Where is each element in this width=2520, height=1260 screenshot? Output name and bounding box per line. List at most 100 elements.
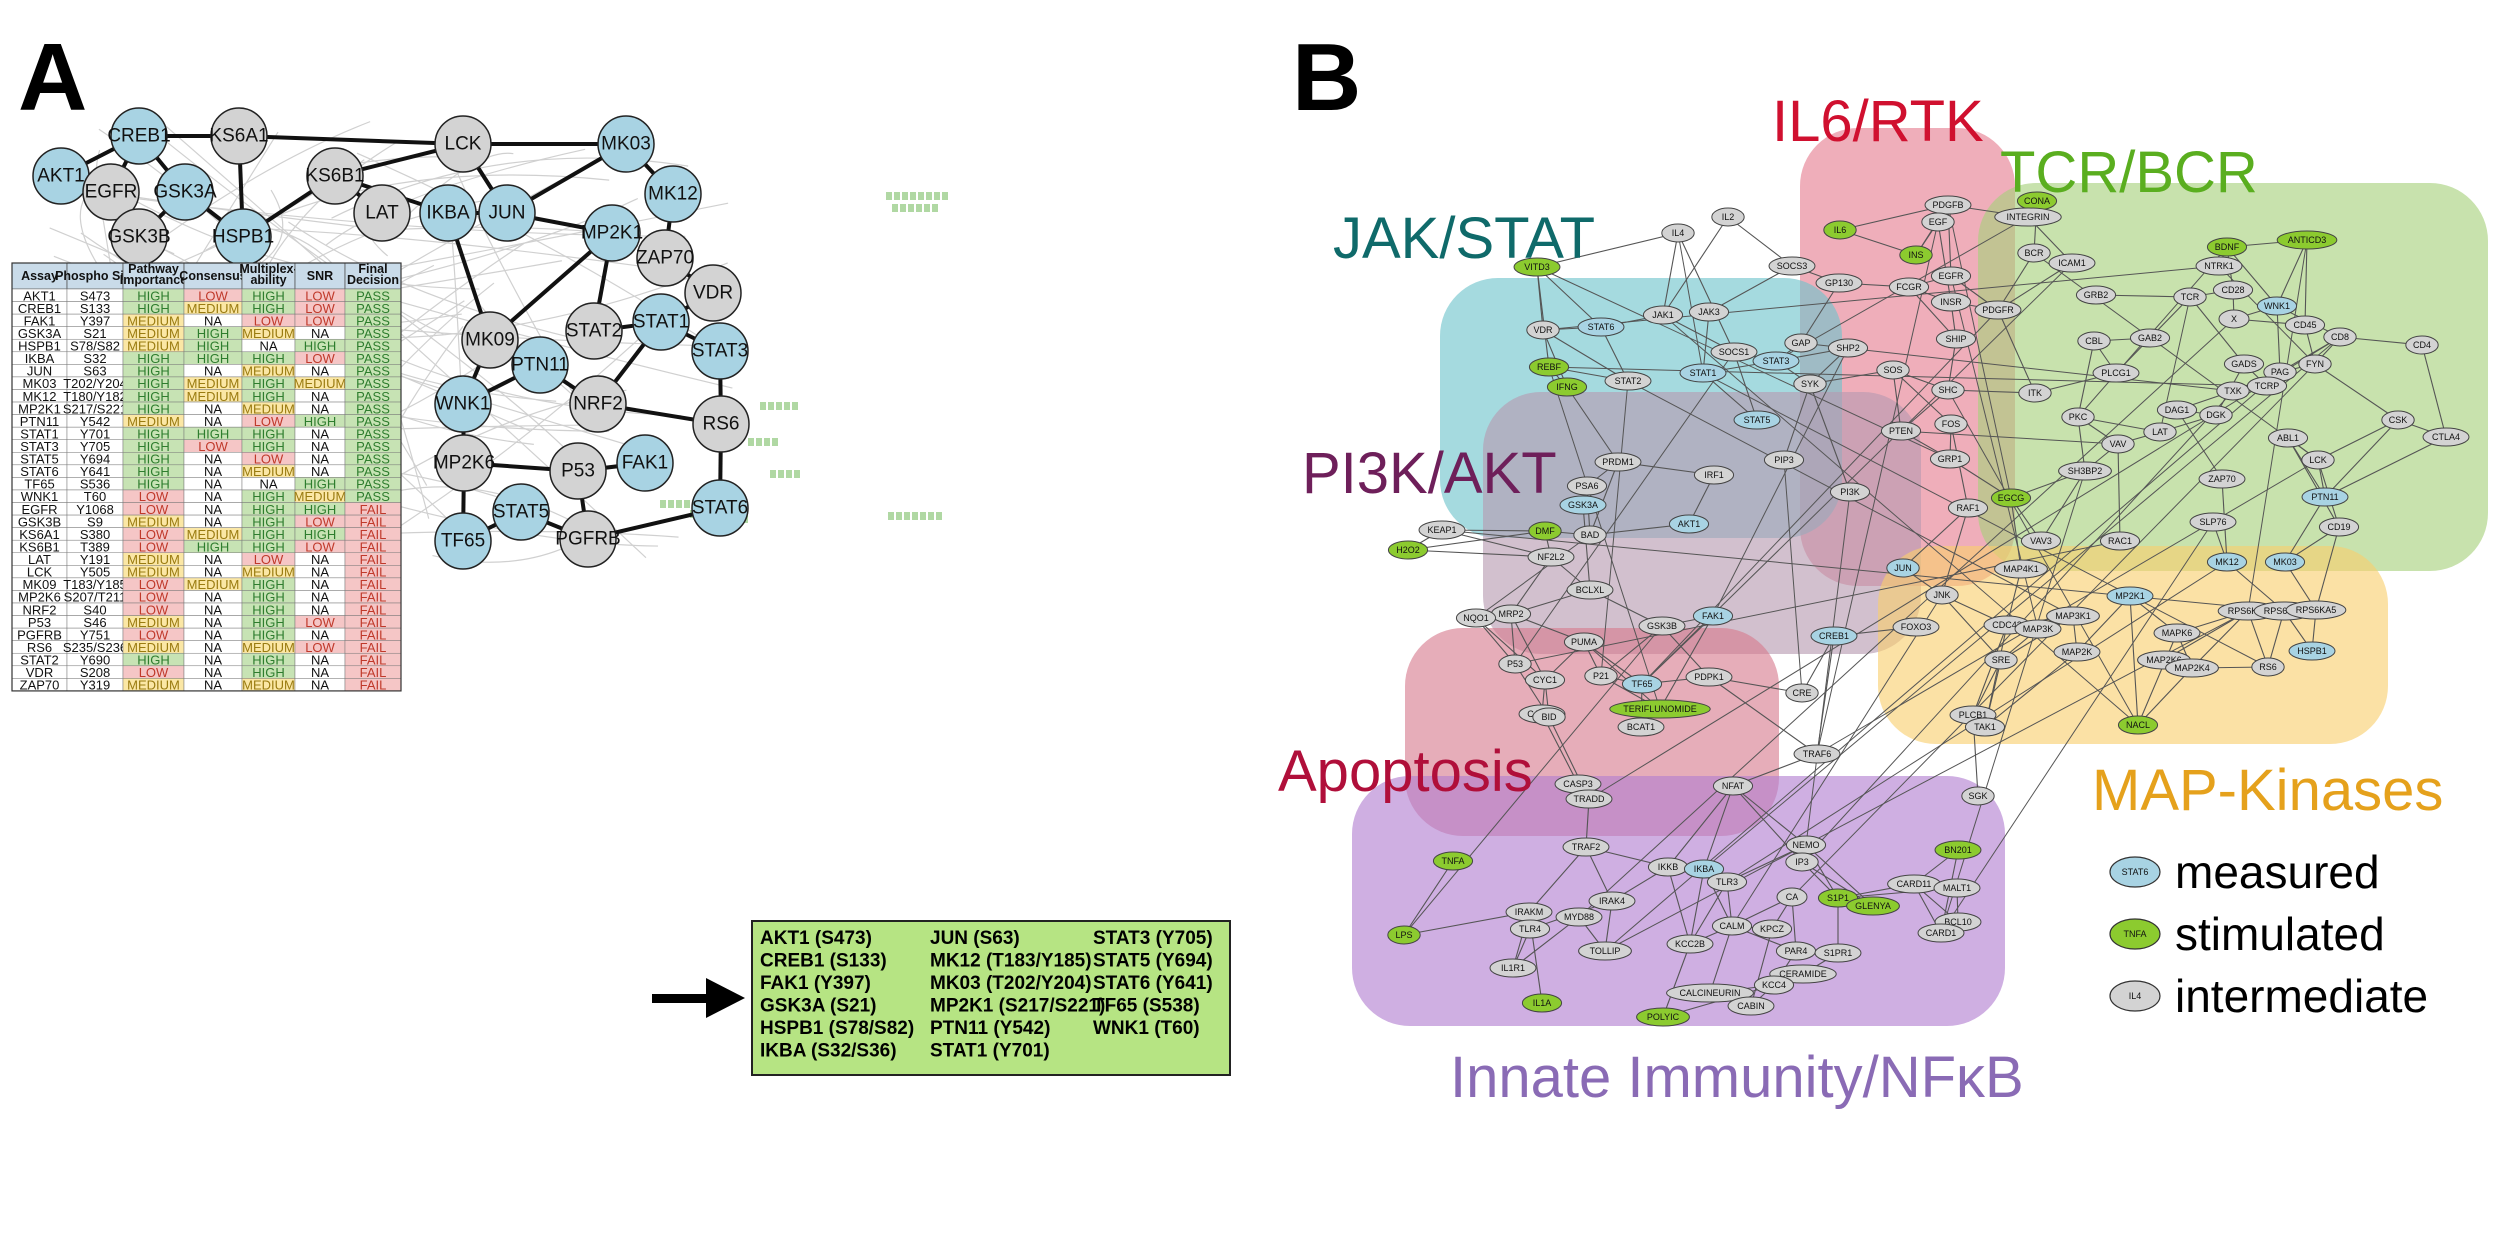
node-glenya: GLENYA [1846, 896, 1900, 916]
table-cell: NA [311, 452, 329, 467]
table-cell: PASS [356, 313, 390, 328]
node-label: STAT1 [1690, 368, 1717, 378]
table-cell: NA [204, 364, 222, 379]
node-irak4: IRAK4 [1588, 891, 1636, 911]
background-edge [371, 346, 682, 417]
node-ellipse [1711, 916, 1753, 936]
node-gads: GADS [2223, 354, 2265, 374]
node-mp2k1: MP2K1 [581, 204, 643, 262]
table-cell: MEDIUM [242, 364, 295, 379]
table-cell: NA [311, 326, 329, 341]
node-label: RPS6KB1 [2228, 606, 2269, 616]
node-ellipse [1917, 923, 1965, 943]
node-circle [435, 434, 493, 492]
node-abl1: ABL1 [2267, 428, 2309, 448]
edge [1689, 881, 1728, 945]
node-il6: IL6 [1823, 220, 1857, 240]
table-cell: MK09 [23, 577, 57, 592]
table-row: TF65 S536 HIGH NA NA HIGH PASS [11, 477, 402, 492]
node-ellipse [1661, 223, 1695, 243]
node-jun: JUN [478, 184, 536, 242]
node-label: KS6A1 [209, 126, 268, 147]
node-label: FOXO3 [1901, 622, 1932, 632]
table-cell: NA [204, 414, 222, 429]
node-ins: INS [1899, 245, 1933, 265]
edge [1407, 530, 1546, 551]
table-cell: S9 [87, 514, 103, 529]
panel-b: B IL4 IL2 IL6 PDGFB EGF CONA INTEGRIN VITD3 SOCS… [1278, 24, 2488, 1110]
node-label: BID [1541, 712, 1557, 722]
node-ellipse [2143, 422, 2177, 442]
edge [1816, 221, 1939, 755]
edge [1997, 309, 2036, 394]
table-row: VDR S208 LOW NA HIGH NA FAIL [11, 665, 402, 680]
table-cell: HIGH [252, 602, 285, 617]
node-ellipse [2046, 606, 2100, 626]
node-il4: IL4 [1661, 223, 1695, 243]
node-mp2k1: MP2K1 [2106, 586, 2154, 606]
node-vdr: VDR [684, 264, 742, 322]
node-label: TNFA [1441, 856, 1464, 866]
node-ellipse [2276, 230, 2338, 250]
edge [1662, 943, 1691, 1018]
node-traf2: TRAF2 [1562, 837, 1610, 857]
table-cell: ZAP70 [20, 678, 60, 693]
table-cell: NA [204, 640, 222, 655]
node-ellipse [2020, 531, 2062, 551]
edge [2076, 595, 2131, 653]
table-cell: NA [204, 678, 222, 693]
node-label: CALM [1719, 921, 1744, 931]
edge [2176, 409, 2223, 480]
edge [1809, 383, 1851, 493]
node-label: SGK [1968, 791, 1987, 801]
node-mp2k6: MP2K6 [433, 434, 495, 492]
node-polyic: POLYIC [1636, 1007, 1690, 1027]
node-bclxl: BCLXL [1566, 580, 1614, 600]
node-sgk: SGK [1961, 786, 1995, 806]
background-marker [892, 204, 898, 212]
node-label: MK12 [648, 184, 698, 205]
table-border [11, 262, 402, 692]
node-label: GSK3B [1647, 621, 1677, 631]
table-cell: S46 [83, 615, 106, 630]
node-shp2: SHP2 [1827, 338, 1869, 358]
node-label: TOLLIP [1590, 946, 1621, 956]
edge [1659, 615, 1714, 710]
node-s1p1: S1P1 [1817, 888, 1859, 908]
node-label: INSR [1940, 297, 1962, 307]
node-ellipse [1562, 837, 1610, 857]
node-ellipse [2422, 427, 2470, 447]
background-marker [896, 512, 902, 520]
node-syk: SYK [1793, 374, 1827, 394]
table-cell: NA [311, 401, 329, 416]
edge [1536, 266, 1951, 460]
node-label: KCC4 [1762, 980, 1786, 990]
node-label: BAD [1581, 530, 1600, 540]
node-label: JNK [1933, 590, 1950, 600]
node-ellipse [1588, 891, 1636, 911]
node-itk: ITK [2018, 383, 2052, 403]
edge [1712, 347, 1849, 617]
node-ellipse [1617, 717, 1665, 737]
edge [1800, 282, 1840, 344]
table-cell: WNK1 [21, 489, 59, 504]
node-label: NFAT [1722, 781, 1745, 791]
node-ellipse [1925, 585, 1959, 605]
node-ellipse [1727, 996, 1775, 1016]
background-marker [904, 512, 910, 520]
node-ellipse [1990, 488, 2032, 508]
table-cell: MEDIUM [187, 301, 240, 316]
node-label: GSK3A [153, 182, 217, 203]
table-cell: NA [311, 426, 329, 441]
table-cell: LOW [305, 288, 335, 303]
node-txk: TXK [2216, 381, 2250, 401]
node-pten: PTEN [1880, 421, 1922, 441]
node-ellipse [1785, 852, 1819, 872]
cluster-label-apoptosis: Apoptosis [1278, 739, 1533, 804]
table-cell: MEDIUM [294, 376, 347, 391]
table-cell: HIGH [252, 426, 285, 441]
node-bn201: BN201 [1934, 840, 1982, 860]
node-label: STAT2 [566, 321, 622, 342]
node-label: SYK [1801, 379, 1819, 389]
node-ellipse [1555, 907, 1603, 927]
